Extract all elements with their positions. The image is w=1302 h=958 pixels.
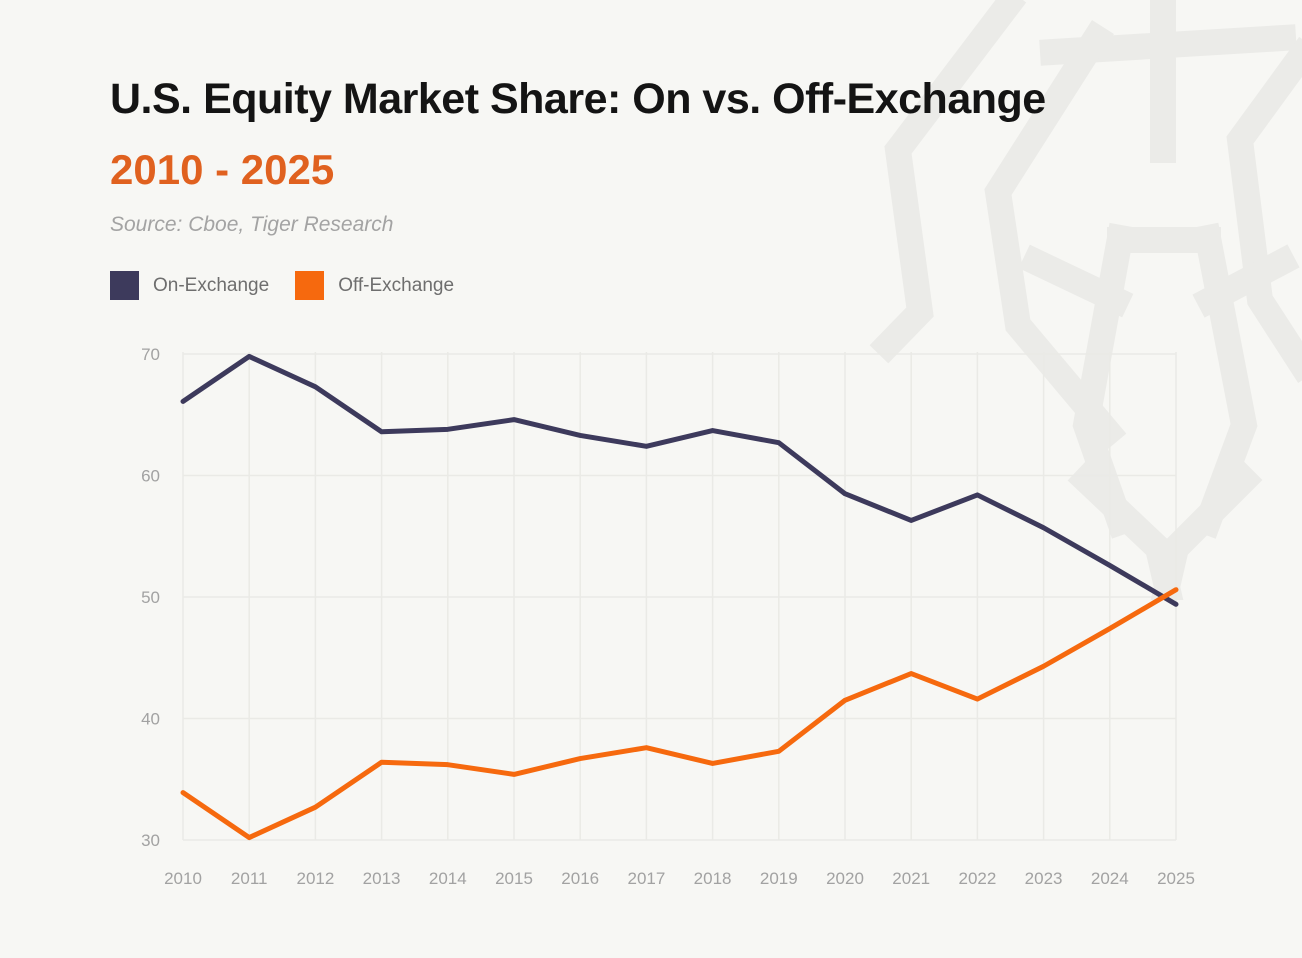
off-exchange-line [180, 587, 1179, 841]
x-tick-label: 2013 [363, 869, 401, 888]
chart-legend: On-Exchange Off-Exchange [110, 271, 454, 300]
legend-label: Off-Exchange [338, 274, 455, 296]
x-tick-label: 2024 [1091, 869, 1129, 888]
page-title: U.S. Equity Market Share: On vs. Off-Exc… [110, 75, 1046, 123]
y-tick-label: 40 [141, 710, 160, 729]
x-tick-label: 2014 [429, 869, 467, 888]
x-tick-label: 2015 [495, 869, 533, 888]
on-exchange-swatch [110, 271, 139, 300]
y-tick-label: 30 [141, 831, 160, 850]
x-tick-label: 2021 [892, 869, 930, 888]
y-tick-label: 50 [141, 588, 160, 607]
legend-item-on-exchange: On-Exchange [110, 271, 269, 300]
x-tick-label: 2023 [1025, 869, 1063, 888]
legend-label: On-Exchange [153, 274, 270, 296]
source-note: Source: Cboe, Tiger Research [110, 213, 394, 237]
x-tick-label: 2025 [1157, 869, 1195, 888]
x-tick-label: 2010 [164, 869, 202, 888]
y-tick-label: 60 [141, 467, 160, 486]
x-tick-label: 2019 [760, 869, 798, 888]
y-tick-label: 70 [141, 345, 160, 364]
x-tick-label: 2017 [627, 869, 665, 888]
page-subtitle: 2010 - 2025 [110, 146, 335, 194]
x-tick-label: 2011 [231, 869, 268, 888]
x-tick-label: 2022 [958, 869, 996, 888]
on-exchange-line [180, 353, 1179, 607]
off-exchange-swatch [295, 271, 325, 300]
x-tick-label: 2020 [826, 869, 864, 888]
x-tick-label: 2018 [694, 869, 732, 888]
chart-header: U.S. Equity Market Share: On vs. Off-Exc… [110, 75, 1046, 237]
x-tick-label: 2012 [296, 869, 334, 888]
x-tick-label: 2016 [561, 869, 599, 888]
legend-item-off-exchange: Off-Exchange [295, 271, 454, 300]
